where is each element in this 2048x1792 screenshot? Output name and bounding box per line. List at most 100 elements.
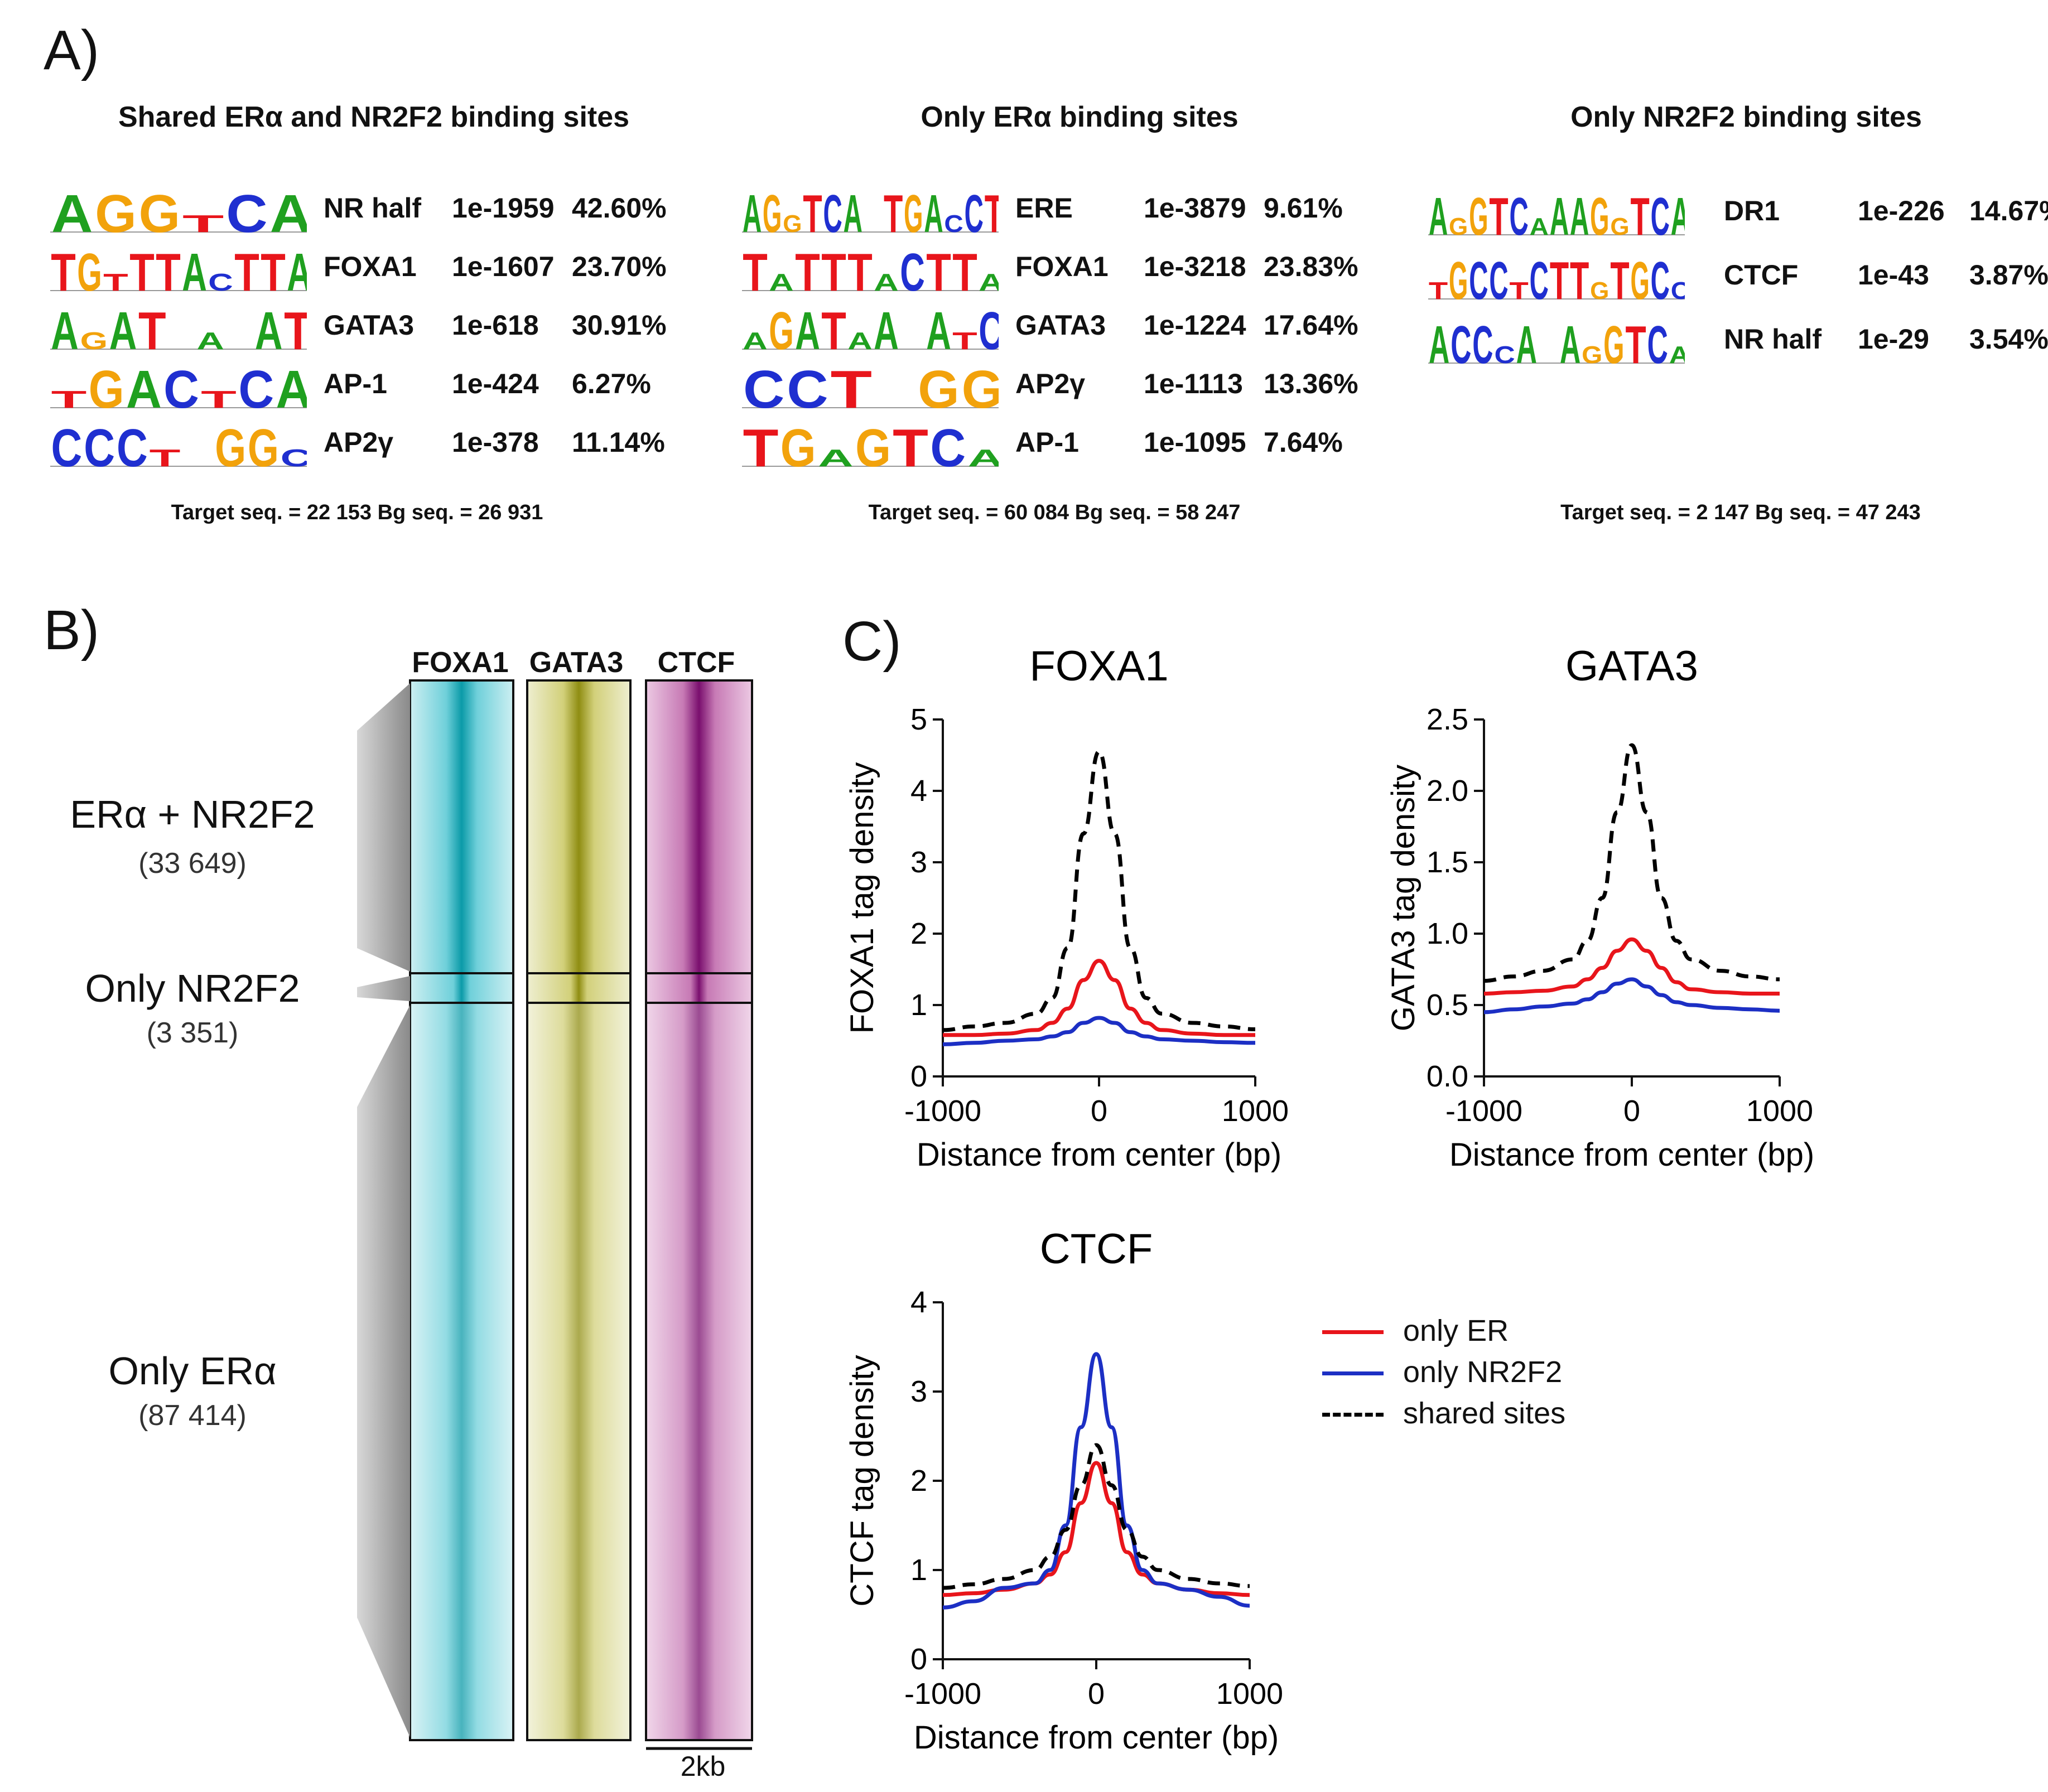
logo-letter: C [163, 360, 199, 410]
logo-letter: A [818, 445, 854, 468]
motif-percent: 9.61% [1264, 192, 1343, 224]
logo-letter: T [150, 445, 181, 468]
logo-letter: A [51, 301, 79, 351]
logo-letter: T [926, 243, 951, 293]
y-tick-label: 3 [910, 846, 927, 879]
logo-letter: A [844, 184, 862, 234]
logo-letter: T [51, 243, 76, 293]
motif-pvalue: 1e-1113 [1144, 368, 1243, 399]
x-tick-label: 0 [1623, 1094, 1640, 1128]
x-axis-label: Distance from center (bp) [1449, 1137, 1814, 1173]
series-line-only-ER [942, 1461, 1250, 1597]
logo-letter: A [1550, 187, 1569, 237]
series-line-only-ER [942, 959, 1255, 1037]
motif-name: GATA3 [1015, 310, 1106, 341]
logo-letter: G [95, 184, 136, 234]
group-count-only-era: (87 414) [138, 1399, 247, 1432]
logo-letter: T [261, 243, 286, 293]
heatmap-fade [527, 1003, 630, 1740]
logo-letter: C [1671, 277, 1685, 301]
logo-letter: C [51, 418, 83, 468]
motif-pvalue: 1e-1959 [452, 192, 555, 224]
motif-row: A G A T A A A T C GATA3 1e-1224 17.64% [742, 301, 1358, 351]
y-tick-label: 2 [910, 917, 927, 950]
logo-letter: T [1610, 251, 1629, 301]
heatmap-header-ctcf: CTCF [657, 646, 735, 679]
x-axis-label: Distance from center (bp) [917, 1137, 1281, 1173]
logo-letter: T [743, 418, 779, 468]
heatmap-outline [526, 679, 632, 1741]
group-connector-wedge [357, 976, 410, 1001]
scale-bar-label: 2kb [680, 1751, 726, 1782]
logo-letter: A [1530, 213, 1549, 237]
series-line-only-NR2F2 [1483, 977, 1780, 1015]
motif-pvalue: 1e-1607 [452, 251, 555, 282]
logo-letter: G [248, 418, 279, 468]
legend-swatch [1322, 1330, 1384, 1334]
x-tick-label: -1000 [904, 1677, 981, 1711]
logo-letter: G [215, 418, 246, 468]
group-label-shared: ERα + NR2F2 [70, 793, 315, 836]
logo-letter: T [743, 243, 768, 293]
y-tick-label: 2.5 [1427, 703, 1468, 736]
chart-title: FOXA1 [1029, 643, 1168, 690]
logo-letter: A [1671, 187, 1685, 237]
logo-letter: A [874, 301, 899, 351]
logo-letter: G [855, 418, 891, 468]
y-axis-label: GATA3 tag density [1385, 765, 1421, 1031]
motif-target-counts: Target seq. = 2 147 Bg seq. = 47 243 [1560, 501, 1921, 524]
logo-letter: T [952, 243, 977, 293]
logo-letter: T [103, 269, 128, 293]
logo-letter: A [51, 184, 93, 234]
motif-percent: 14.67% [1969, 195, 2048, 226]
heatmap-block-foxa1 [410, 1003, 513, 1740]
motif-percent: 13.36% [1264, 368, 1358, 399]
logo-letter: T [847, 243, 873, 293]
motif-name: AP2γ [324, 427, 394, 458]
y-tick-label: 0 [910, 1643, 927, 1676]
heatmap-block-gata3 [527, 680, 630, 973]
motif-pvalue: 1e-618 [452, 310, 539, 341]
logo-letter: G [1449, 213, 1468, 237]
heatmap-outline [645, 679, 753, 1741]
logo-letter: C [944, 210, 963, 234]
logo-letter: A [196, 327, 224, 351]
logo-letter: A [255, 301, 283, 351]
logo-letter: A [109, 301, 137, 351]
y-tick-label: 3 [910, 1375, 927, 1408]
logo-letter: G [1630, 251, 1649, 301]
logo-letter: A [1669, 341, 1685, 365]
y-tick-label: 4 [910, 1286, 927, 1319]
series-line-shared-sites [942, 1443, 1250, 1590]
motif-column-title: Only ERα binding sites [921, 101, 1239, 133]
y-tick-label: 0 [910, 1060, 927, 1093]
y-tick-label: 4 [910, 774, 927, 808]
motif-row: C C T G G AP2γ 1e-1113 13.36% [742, 360, 1358, 410]
motif-row: A G A T A A T GATA3 1e-618 30.91% [50, 301, 667, 351]
logo-letter: G [77, 243, 102, 293]
logo-letter: T [156, 243, 181, 293]
logo-letter: G [904, 184, 923, 234]
heatmap-header-foxa1: FOXA1 [412, 646, 509, 679]
motif-name: FOXA1 [324, 251, 417, 282]
motif-percent: 17.64% [1264, 310, 1358, 341]
logo-letter: T [1626, 315, 1646, 365]
motif-row: T G T T T A C T T A FOXA1 1e-1607 23.70% [50, 243, 667, 293]
y-tick-label: 0.0 [1427, 1060, 1468, 1093]
logo-letter: A [1560, 315, 1580, 365]
legend-label: only NR2F2 [1403, 1355, 1563, 1389]
motif-name: AP2γ [1015, 368, 1086, 399]
x-tick-label: 1000 [1746, 1094, 1813, 1128]
logo-letter: T [1510, 277, 1529, 301]
motif-row: A G G T C A NR half 1e-1959 42.60% [50, 184, 667, 234]
x-tick-label: -1000 [1445, 1094, 1522, 1128]
logo-letter: T [51, 386, 87, 410]
motif-name: NR half [1724, 323, 1821, 355]
logo-letter: C [900, 243, 925, 293]
legend-swatch [1322, 1371, 1384, 1375]
